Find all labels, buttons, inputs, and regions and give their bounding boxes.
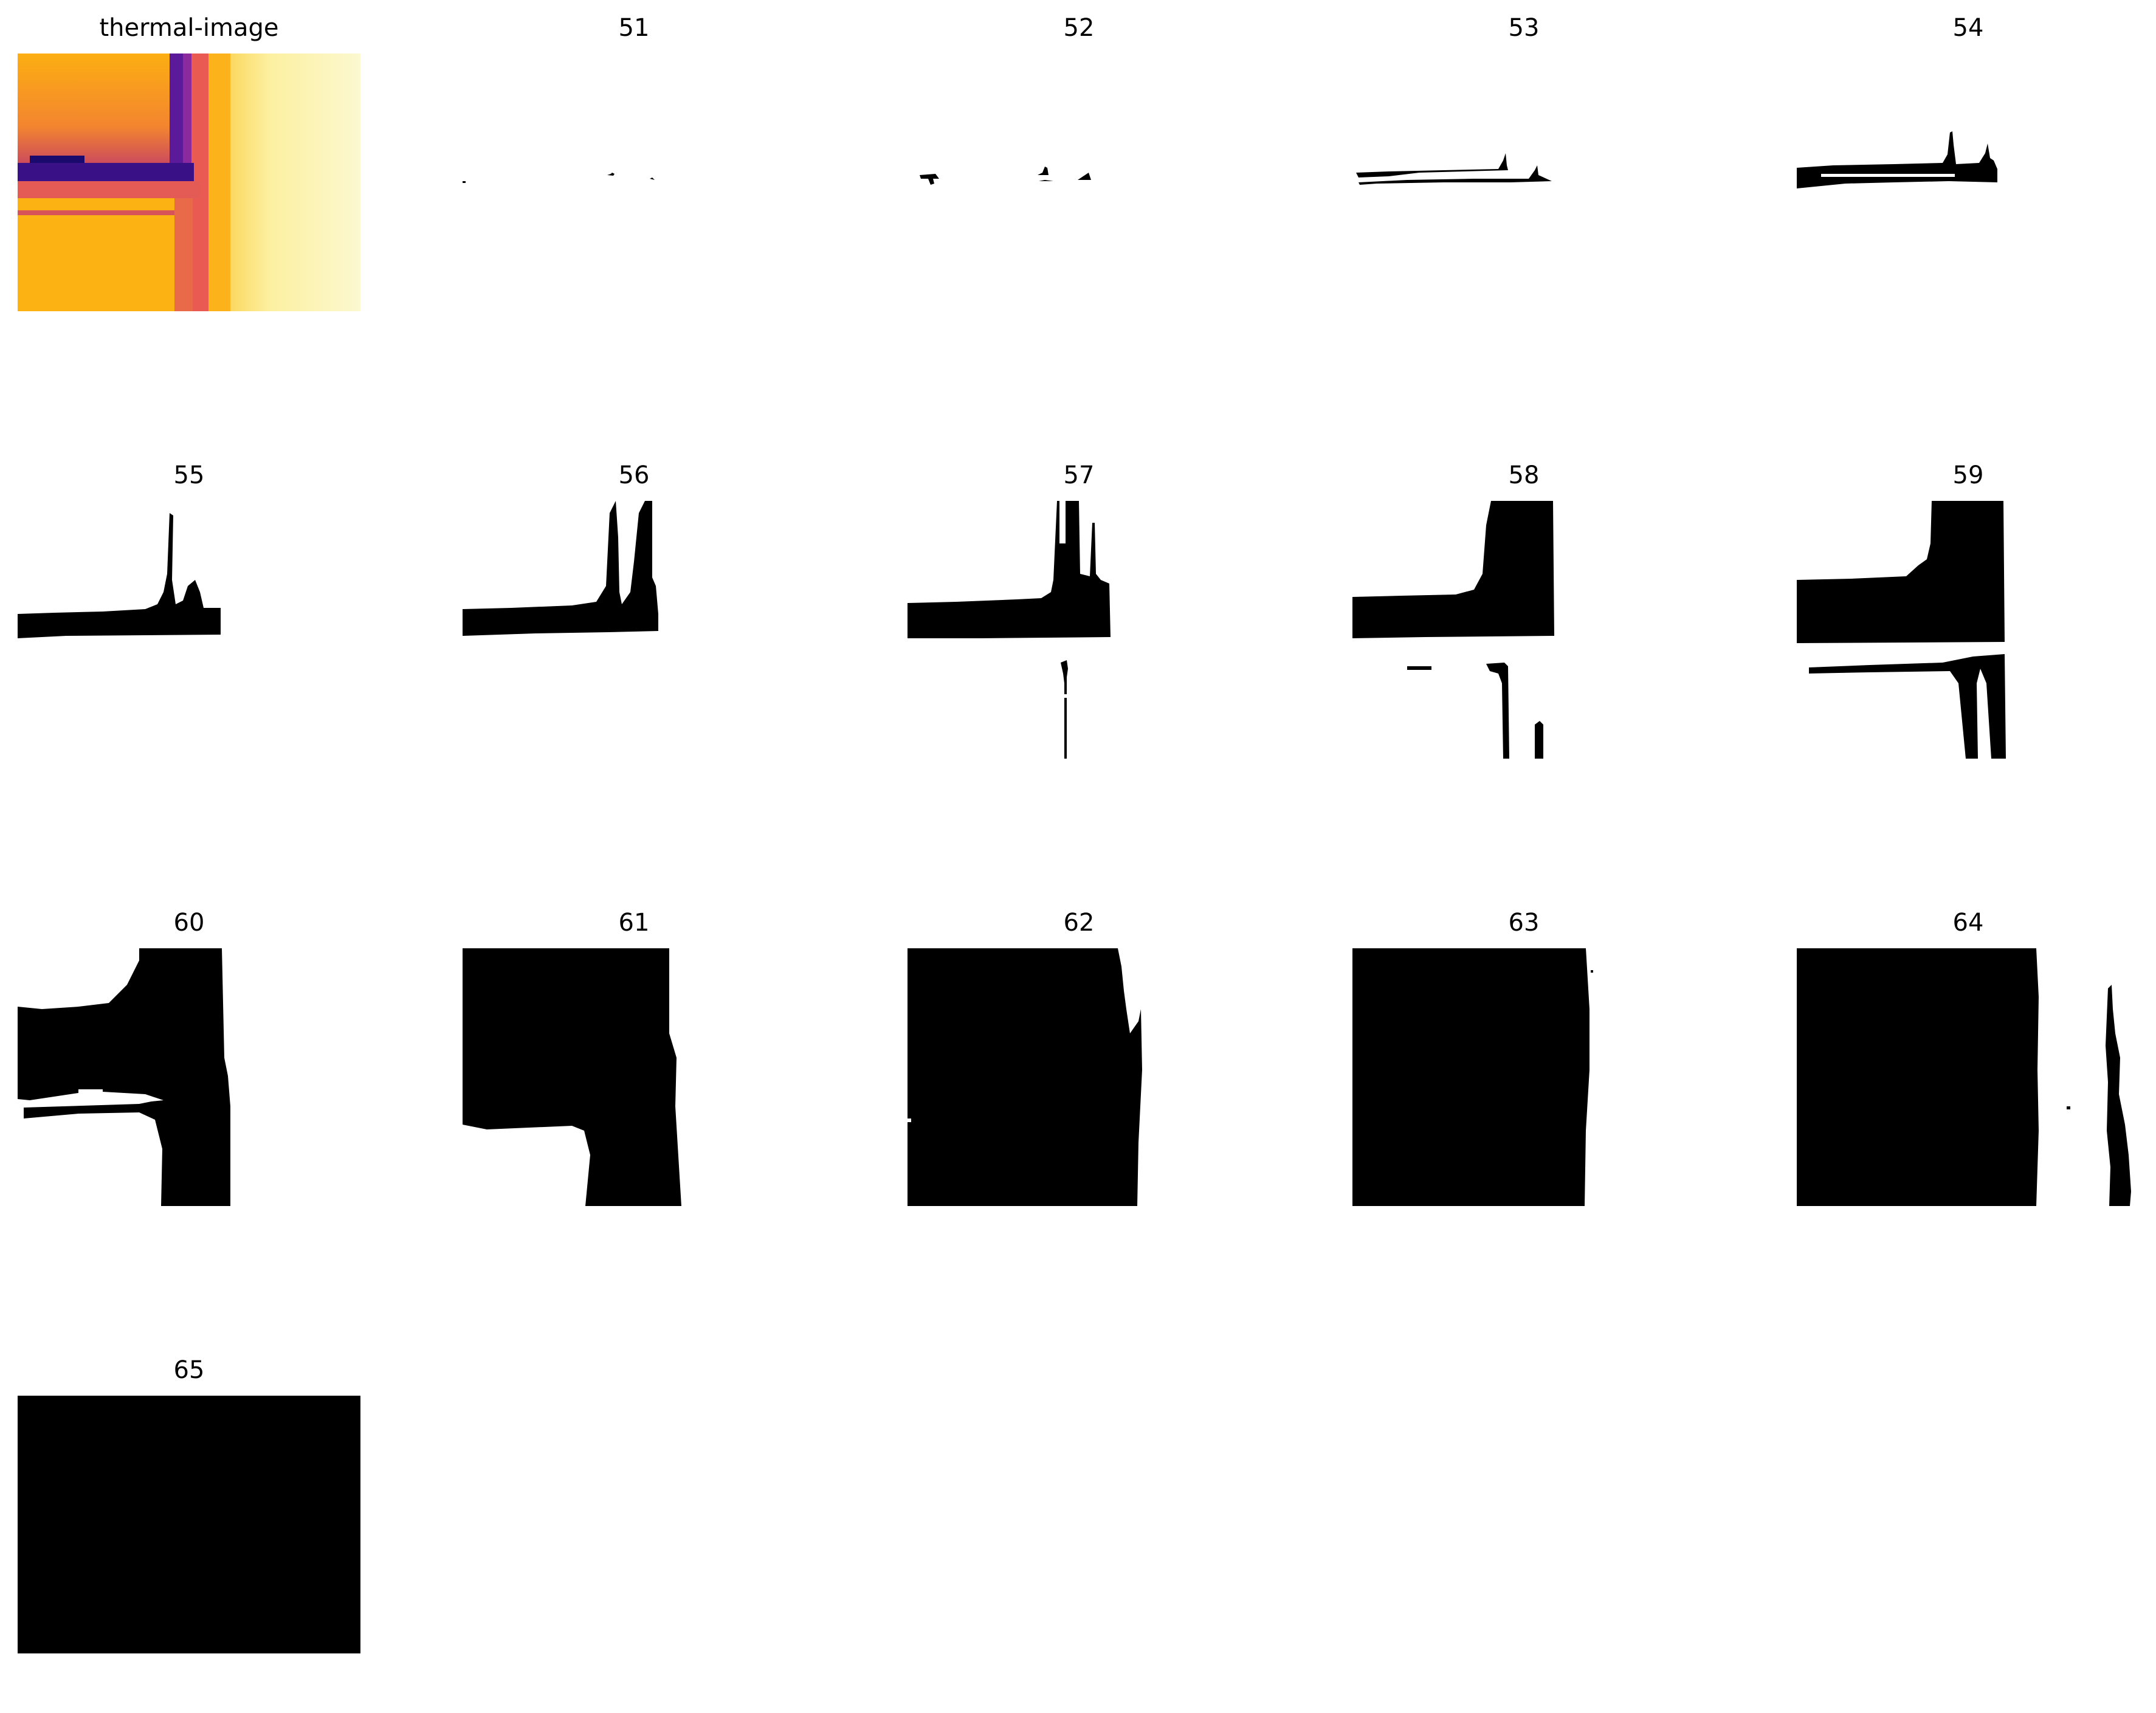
- panel-title: 59: [1952, 461, 1984, 489]
- panel-thermal-image: thermal-image: [18, 14, 360, 311]
- panel-title: 56: [618, 461, 650, 489]
- panel-title: 53: [1508, 14, 1540, 42]
- panel-title: 63: [1508, 909, 1540, 937]
- mask-image: [1352, 501, 1554, 759]
- panel-62: 62: [908, 909, 1250, 1206]
- panel-title: 55: [173, 461, 205, 489]
- panel-64: 64: [1797, 909, 2140, 1206]
- panel-55: 55: [18, 461, 360, 759]
- panel-60: 60: [18, 909, 360, 1206]
- panel-51: 51: [463, 14, 805, 311]
- panel-title: 65: [173, 1356, 205, 1384]
- panel-52: 52: [908, 14, 1250, 311]
- mask-image: [908, 948, 1142, 1206]
- panel-58: 58: [1352, 461, 1695, 759]
- panel-title: 52: [1063, 14, 1095, 42]
- thermal-image: [18, 53, 360, 311]
- panel-63: 63: [1352, 909, 1695, 1206]
- panel-title: 58: [1508, 461, 1540, 489]
- mask-image: [1352, 948, 1593, 1206]
- panel-title: 60: [173, 909, 205, 937]
- mask-image: [463, 173, 655, 183]
- mask-image: [1797, 948, 2131, 1206]
- mask-image: [920, 167, 1091, 185]
- panel-title: 54: [1952, 14, 1984, 42]
- mask-image: [1797, 501, 2006, 759]
- panel-59: 59: [1797, 461, 2140, 759]
- panel-title: 64: [1952, 909, 1984, 937]
- mask-image: [18, 513, 221, 638]
- mask-image: [463, 948, 681, 1206]
- mask-image: [18, 1396, 360, 1653]
- mask-image: [463, 501, 658, 636]
- panel-53: 53: [1352, 14, 1695, 311]
- panel-title: 62: [1063, 909, 1095, 937]
- mask-image: [1797, 131, 1997, 188]
- mask-image: [908, 501, 1111, 759]
- mask-image: [1356, 153, 1552, 185]
- panel-56: 56: [463, 461, 805, 759]
- panel-54: 54: [1797, 14, 2140, 311]
- panel-65: 65: [18, 1356, 360, 1653]
- panel-61: 61: [463, 909, 805, 1206]
- panel-title: 57: [1063, 461, 1095, 489]
- panel-title: 61: [618, 909, 650, 937]
- panel-57: 57: [908, 461, 1250, 759]
- panel-title: thermal-image: [99, 14, 279, 42]
- panel-title: 51: [618, 14, 650, 42]
- mask-image: [18, 948, 230, 1206]
